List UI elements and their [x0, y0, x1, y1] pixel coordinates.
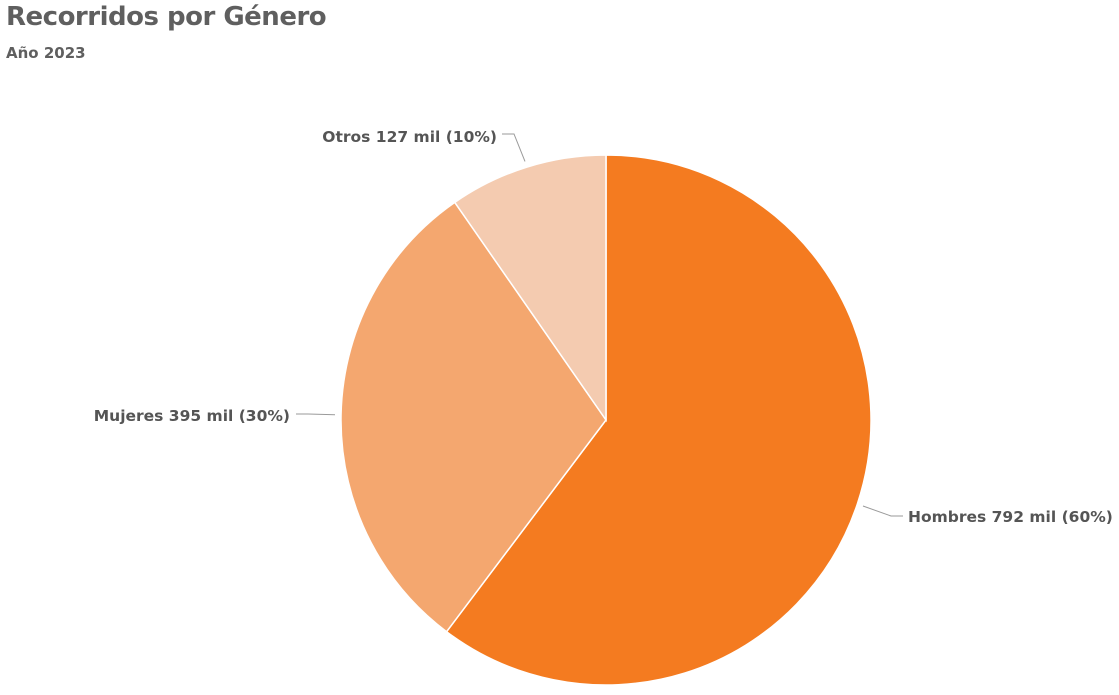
data-label-hombres: Hombres 792 mil (60%)	[908, 508, 1113, 526]
chart-title: Recorridos por Género	[6, 2, 327, 32]
pie-slice-hombres[interactable]	[445, 154, 872, 686]
chart-subtitle: Año 2023	[6, 44, 86, 62]
data-label-mujeres: Mujeres 395 mil (30%)	[94, 407, 290, 425]
slice-labels: Hombres 792 mil (60%) Mujeres 395 mil (30…	[94, 128, 1113, 526]
leader-lines	[296, 133, 903, 517]
leader-line-hombres	[862, 505, 903, 517]
pie-slices	[340, 154, 872, 686]
leader-line-mujeres	[296, 413, 336, 416]
pie-slice-otros[interactable]	[453, 154, 607, 423]
leader-line-otros	[502, 133, 526, 162]
data-label-otros: Otros 127 mil (10%)	[322, 128, 497, 146]
pie-slice-mujeres[interactable]	[340, 201, 607, 633]
